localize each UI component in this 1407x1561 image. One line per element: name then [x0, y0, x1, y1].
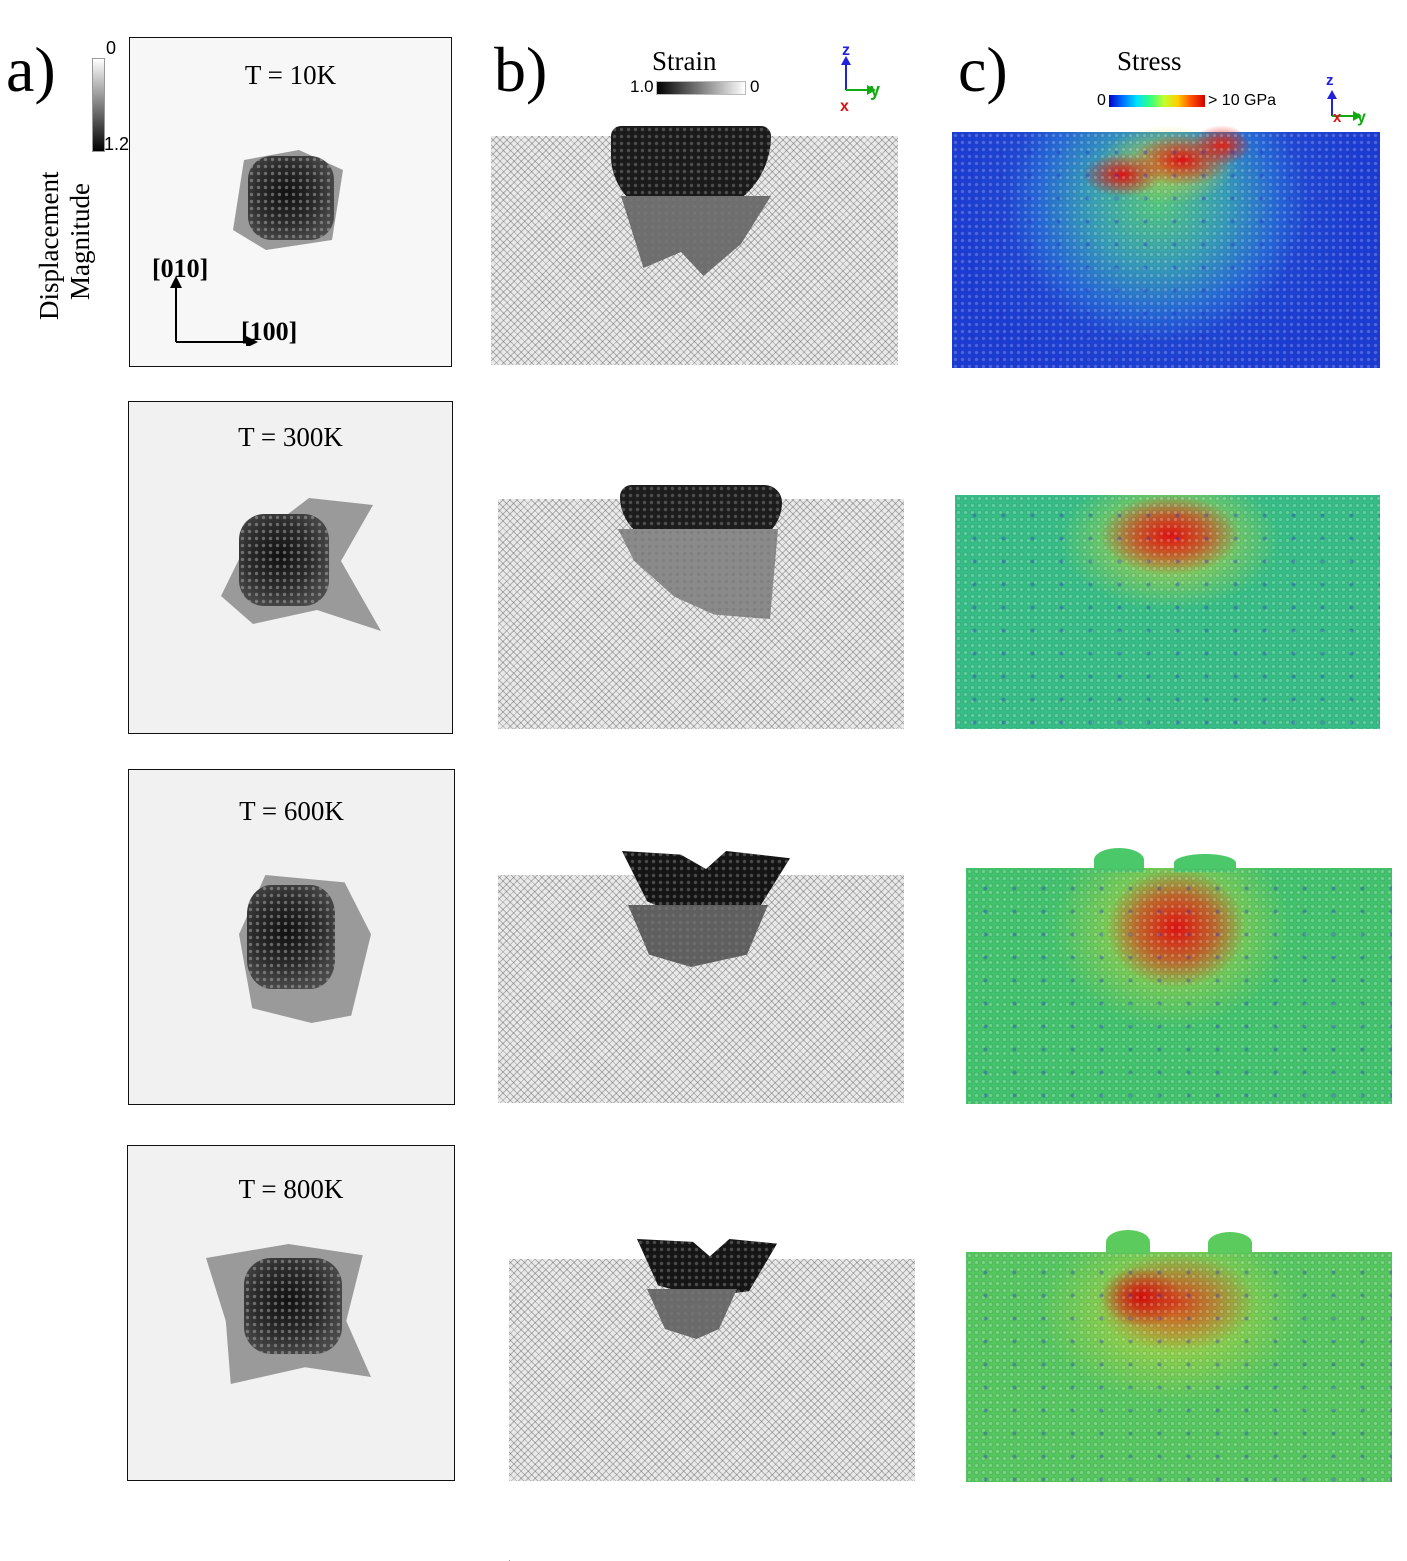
stress-slab-300k: [955, 495, 1380, 729]
strain-slab-300k: [498, 485, 904, 729]
strain-slab-10k: [491, 126, 898, 365]
axis-b-x: x: [840, 98, 849, 115]
strain-scale-left: 1.0: [630, 77, 654, 96]
strain-colorbar: [656, 81, 746, 95]
panel-label-b: b): [494, 34, 548, 105]
stress-scale-left: 0: [1097, 92, 1106, 109]
displacement-panel-10k: T = 10K [010] [100]: [129, 37, 452, 367]
strain-slab-600k: [498, 851, 904, 1103]
strain-slab-800k: [509, 1239, 915, 1481]
displacement-panel-300k: T = 300K: [128, 401, 453, 734]
axis-triad-b: [841, 56, 876, 95]
panel-label-a: a): [6, 34, 56, 105]
temperature-label: T = 600K: [239, 796, 344, 826]
displacement-colorbar: [92, 58, 105, 152]
stress-slab-800k: [966, 1230, 1392, 1482]
temperature-label: T = 300K: [238, 422, 343, 452]
temperature-label: T = 800K: [238, 1174, 344, 1204]
stress-title: Stress: [1117, 46, 1182, 76]
direction-arrows: [170, 276, 258, 346]
axis-c-z: z: [1326, 72, 1334, 89]
axis-b-y: y: [870, 80, 881, 100]
axis-c-x: x: [1333, 109, 1342, 126]
stress-slab-10k: [952, 120, 1380, 368]
axis-triad-c: [1327, 90, 1362, 121]
strain-title: Strain: [652, 46, 717, 76]
displacement-panel-800k: T = 800K: [127, 1145, 455, 1481]
displacement-panel-600k: T = 600K: [128, 769, 455, 1105]
strain-scale-right: 0: [750, 77, 760, 96]
displacement-label-line1: Displacement: [34, 171, 64, 320]
temperature-label: T = 10K: [244, 60, 337, 90]
displacement-label-line2: Magnitude: [65, 183, 95, 300]
stress-scale-right: > 10 GPa: [1208, 92, 1277, 109]
displacement-scale-max: 1.2: [104, 134, 130, 154]
direction-vertical: [010]: [152, 254, 209, 283]
stress-colorbar: [1109, 95, 1205, 107]
displacement-scale-min: 0: [106, 38, 117, 58]
axis-c-y: y: [1357, 109, 1366, 126]
displacement-label: Displacement Magnitude: [34, 90, 96, 320]
direction-horizontal: [100]: [241, 317, 298, 346]
stress-slab-600k: [966, 848, 1392, 1104]
axis-b-z: z: [842, 42, 850, 59]
panel-label-c: c): [958, 34, 1008, 105]
